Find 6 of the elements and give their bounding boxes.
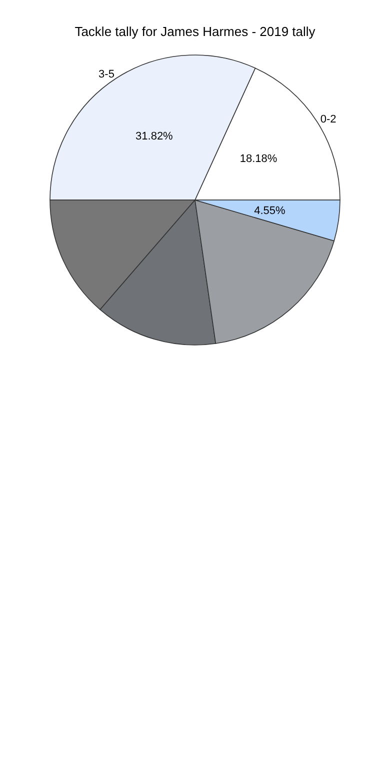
data-label: 31.82%: [136, 130, 174, 142]
slice-label: 0-2: [320, 113, 336, 126]
chart-title: Tackle tally for James Harmes - 2019 tally: [74, 24, 316, 39]
data-label: 4.55%: [254, 204, 286, 217]
slice-label: 3-5: [98, 68, 114, 81]
data-label: 18.18%: [240, 153, 278, 166]
